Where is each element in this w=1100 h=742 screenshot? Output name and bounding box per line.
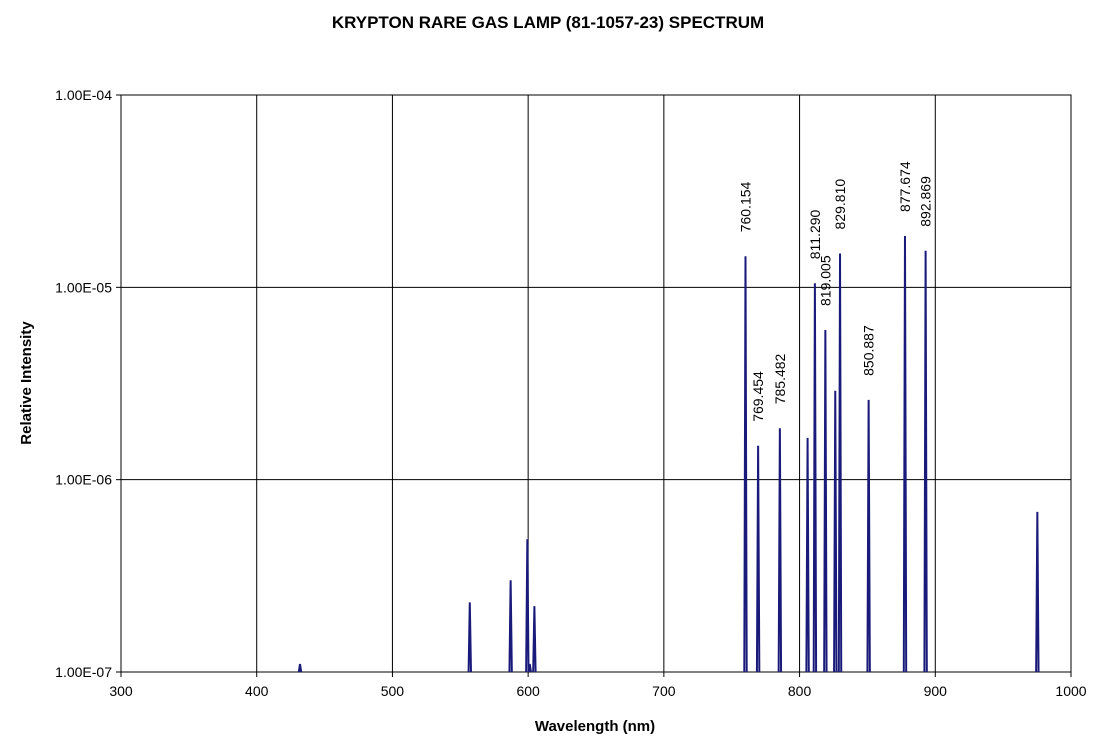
spectral-line-peak — [902, 235, 908, 673]
y-axis-title: Relative Intensity — [18, 321, 35, 445]
tick-layer: 300 400 500 600 700 800 900 1000 1.00E-07 1.00E-0… — [55, 87, 1087, 699]
peak-wavelength-label: 769.454 — [750, 371, 766, 422]
peak-wavelength-label: 785.482 — [772, 353, 788, 404]
peak-wavelength-label: 892.869 — [918, 176, 934, 227]
spectral-line-peak — [532, 606, 537, 673]
x-tick-label: 500 — [381, 683, 405, 699]
spectral-line-peak — [743, 256, 748, 673]
peak-wavelength-label: 829.810 — [832, 179, 848, 230]
x-tick-label: 400 — [245, 683, 269, 699]
data-layer — [297, 235, 1040, 673]
x-axis-title: Wavelength (nm) — [535, 718, 655, 735]
y-tick-label: 1.00E-05 — [55, 279, 112, 295]
spectral-line-peak — [297, 663, 303, 673]
spectral-line-peak — [823, 329, 828, 673]
spectral-line-peak — [837, 253, 843, 673]
x-tick-label: 700 — [652, 683, 676, 699]
spectral-line-peak — [467, 602, 472, 673]
y-tick-label: 1.00E-07 — [55, 664, 112, 680]
peak-wavelength-label: 877.674 — [897, 161, 913, 212]
y-tick-label: 1.00E-06 — [55, 472, 112, 488]
spectral-line-peak — [527, 663, 532, 673]
y-tick-label: 1.00E-04 — [55, 87, 112, 103]
spectral-line-peak — [833, 390, 838, 673]
spectral-line-peak — [923, 250, 928, 673]
peak-wavelength-label: 850.887 — [861, 325, 877, 376]
peak-wavelength-label: 811.290 — [807, 209, 823, 259]
spectral-line-peak — [525, 539, 530, 673]
spectral-line-peak — [866, 399, 871, 673]
spectral-line-peak — [777, 428, 783, 673]
spectral-line-peak — [1035, 511, 1040, 673]
spectral-line-peak — [755, 445, 761, 673]
spectral-line-peak — [508, 580, 513, 673]
peak-wavelength-label: 760.154 — [737, 181, 753, 232]
peak-wavelength-label: 819.005 — [817, 255, 833, 306]
grid-layer — [116, 94, 1072, 677]
chart-title: KRYPTON RARE GAS LAMP (81-1057-23) SPECT… — [332, 13, 764, 32]
x-tick-label: 1000 — [1055, 683, 1086, 699]
spectral-line-peak — [812, 283, 818, 673]
x-tick-label: 800 — [788, 683, 812, 699]
x-tick-label: 900 — [924, 683, 948, 699]
spectral-line-peak — [805, 437, 810, 673]
x-tick-label: 600 — [516, 683, 540, 699]
x-tick-label: 300 — [109, 683, 133, 699]
